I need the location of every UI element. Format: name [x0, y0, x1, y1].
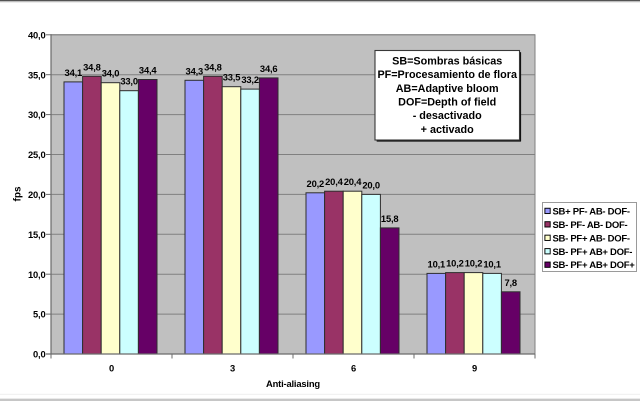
- svg-text:20,2: 20,2: [307, 178, 325, 189]
- svg-text:10,2: 10,2: [465, 258, 483, 269]
- svg-text:- desactivado: - desactivado: [413, 110, 482, 122]
- svg-text:SB=Sombras básicas: SB=Sombras básicas: [392, 55, 502, 67]
- svg-text:15,8: 15,8: [381, 213, 399, 224]
- svg-text:DOF=Depth of field: DOF=Depth of field: [398, 96, 496, 108]
- svg-text:33,0: 33,0: [120, 76, 138, 87]
- svg-text:34,0: 34,0: [102, 68, 120, 79]
- svg-text:34,1: 34,1: [65, 67, 83, 78]
- svg-text:10,1: 10,1: [483, 258, 501, 269]
- svg-text:7,8: 7,8: [504, 277, 517, 288]
- svg-text:9: 9: [472, 362, 477, 373]
- svg-text:+ activado: + activado: [421, 124, 475, 136]
- svg-text:SB+ PF- AB- DOF-: SB+ PF- AB- DOF-: [553, 206, 630, 217]
- svg-text:25,0: 25,0: [28, 149, 46, 160]
- svg-text:34,3: 34,3: [186, 65, 204, 76]
- svg-text:20,4: 20,4: [344, 176, 362, 187]
- svg-text:20,4: 20,4: [325, 176, 343, 187]
- svg-text:SB- PF+ AB+ DOF+: SB- PF+ AB+ DOF+: [553, 260, 636, 271]
- svg-text:34,6: 34,6: [260, 63, 278, 74]
- svg-text:34,8: 34,8: [204, 61, 222, 72]
- svg-text:Anti-aliasing: Anti-aliasing: [266, 378, 320, 389]
- svg-text:0,0: 0,0: [33, 349, 46, 360]
- svg-text:5,0: 5,0: [33, 309, 46, 320]
- svg-text:20,0: 20,0: [28, 189, 46, 200]
- svg-text:10,0: 10,0: [28, 269, 46, 280]
- svg-text:33,5: 33,5: [223, 72, 241, 83]
- svg-text:0: 0: [109, 362, 114, 373]
- svg-text:3: 3: [230, 362, 235, 373]
- svg-text:34,8: 34,8: [83, 61, 101, 72]
- svg-text:34,4: 34,4: [139, 65, 157, 76]
- svg-text:SB- PF+ AB- DOF-: SB- PF+ AB- DOF-: [553, 233, 630, 244]
- svg-text:35,0: 35,0: [28, 69, 46, 80]
- svg-text:30,0: 30,0: [28, 109, 46, 120]
- svg-text:20,0: 20,0: [362, 179, 380, 190]
- svg-text:PF=Procesamiento de flora: PF=Procesamiento de flora: [377, 69, 518, 81]
- svg-text:33,2: 33,2: [241, 74, 259, 85]
- svg-text:10,1: 10,1: [428, 258, 446, 269]
- svg-text:SB- PF+ AB+ DOF-: SB- PF+ AB+ DOF-: [553, 247, 633, 258]
- svg-text:40,0: 40,0: [28, 29, 46, 40]
- svg-text:6: 6: [351, 362, 356, 373]
- svg-text:10,2: 10,2: [446, 258, 464, 269]
- svg-text:SB- PF- AB- DOF-: SB- PF- AB- DOF-: [553, 220, 628, 231]
- svg-text:15,0: 15,0: [28, 229, 46, 240]
- svg-text:AB=Adaptive bloom: AB=Adaptive bloom: [396, 83, 499, 95]
- svg-text:fps: fps: [13, 186, 24, 201]
